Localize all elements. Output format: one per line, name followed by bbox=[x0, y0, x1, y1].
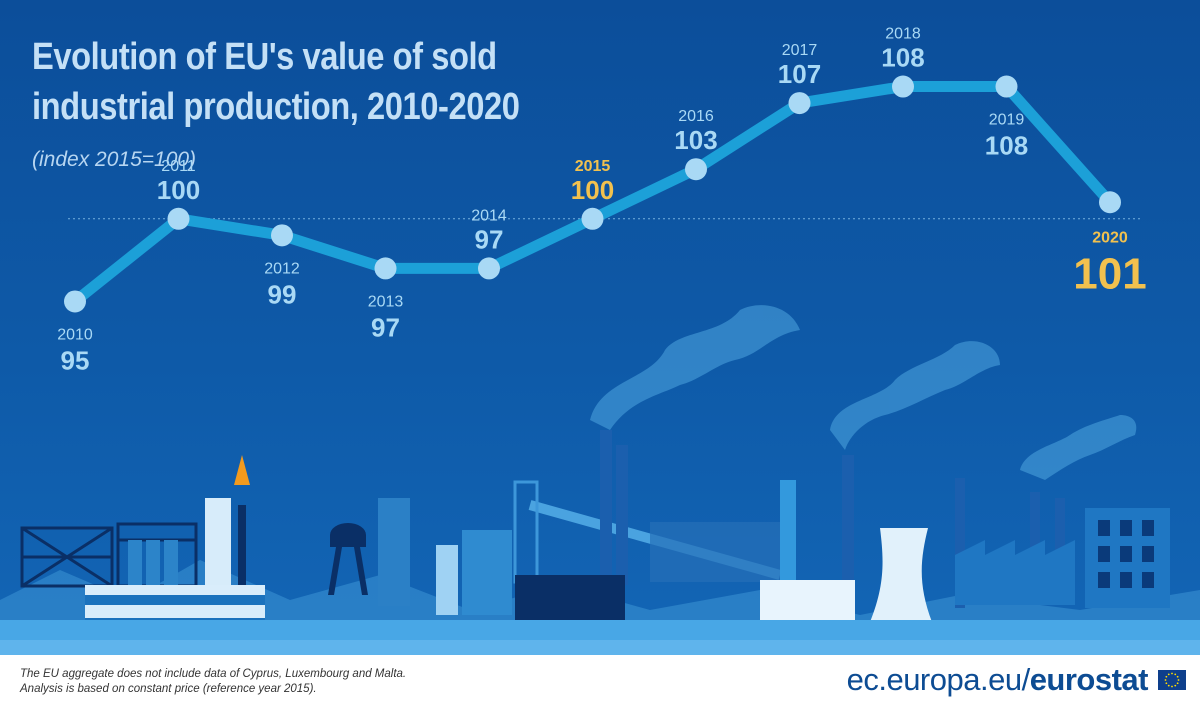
data-point-2011 bbox=[167, 207, 190, 230]
water-tower bbox=[328, 523, 368, 595]
data-point-2013 bbox=[374, 257, 397, 280]
eu-flag-star bbox=[1171, 685, 1173, 688]
value-label-2019: 108 bbox=[985, 131, 1028, 161]
year-label-2020: 2020 bbox=[1092, 229, 1128, 246]
value-label-2014: 97 bbox=[475, 224, 504, 254]
eu-flag-star bbox=[1167, 684, 1170, 687]
value-label-2016: 103 bbox=[674, 125, 717, 155]
chart-subtitle: (index 2015=100) bbox=[32, 148, 197, 171]
value-label-2013: 97 bbox=[371, 312, 400, 342]
chart-title: Evolution of EU's value of sold industri… bbox=[32, 36, 520, 128]
year-label-2017: 2017 bbox=[782, 42, 818, 59]
source-prefix: ec.europa.eu/ bbox=[846, 662, 1031, 697]
eu-flag-star bbox=[1165, 675, 1168, 678]
year-label-2016: 2016 bbox=[678, 108, 714, 125]
eu-flag-field bbox=[1158, 670, 1186, 690]
eu-flag-star bbox=[1177, 679, 1180, 681]
footnote-line-1: The EU aggregate does not include data o… bbox=[20, 668, 407, 680]
data-point-2017 bbox=[788, 92, 811, 115]
value-label-2010: 95 bbox=[61, 345, 90, 375]
industrial-skyline-illustration bbox=[0, 305, 1200, 655]
data-point-2018 bbox=[892, 75, 914, 98]
smoke-plumes bbox=[590, 305, 1137, 480]
year-label-2018: 2018 bbox=[885, 26, 921, 43]
eu-flag-star bbox=[1174, 684, 1177, 687]
data-point-2014 bbox=[478, 257, 500, 280]
value-label-2015: 100 bbox=[571, 175, 614, 205]
value-label-2011: 100 bbox=[157, 175, 200, 205]
year-label-2013: 2013 bbox=[368, 293, 404, 310]
data-point-2016 bbox=[685, 158, 707, 181]
data-point-2010 bbox=[64, 290, 86, 313]
value-label-2012: 99 bbox=[268, 279, 297, 309]
footer: The EU aggregate does not include data o… bbox=[0, 655, 1200, 709]
data-point-2012 bbox=[271, 224, 293, 247]
source-link[interactable]: ec.europa.eu/eurostat bbox=[846, 662, 1149, 698]
data-point-2015 bbox=[581, 207, 604, 230]
footnote: The EU aggregate does not include data o… bbox=[20, 667, 406, 697]
source-brand: eurostat bbox=[1029, 662, 1149, 697]
value-label-2020: 101 bbox=[1073, 249, 1146, 298]
year-label-2019: 2019 bbox=[989, 112, 1025, 129]
year-label-2014: 2014 bbox=[471, 207, 507, 224]
value-label-2018: 108 bbox=[881, 43, 924, 73]
year-label-2011: 2011 bbox=[161, 158, 196, 175]
cooling-tower bbox=[870, 528, 932, 622]
eu-flag-star bbox=[1167, 673, 1170, 676]
year-label-2012: 2012 bbox=[264, 260, 300, 277]
eu-flag-star bbox=[1174, 673, 1177, 676]
eu-flag-star bbox=[1171, 672, 1173, 675]
year-label-2015: 2015 bbox=[575, 158, 611, 175]
value-label-2017: 107 bbox=[778, 59, 821, 89]
eu-flag-icon bbox=[1158, 670, 1186, 690]
data-point-2019 bbox=[995, 75, 1018, 98]
eu-flag-star bbox=[1176, 682, 1179, 685]
eu-flag-star bbox=[1176, 675, 1179, 678]
silos bbox=[128, 540, 178, 588]
footnote-line-2: Analysis is based on constant price (ref… bbox=[20, 683, 317, 695]
eu-flag-star bbox=[1164, 679, 1167, 681]
year-label-2010: 2010 bbox=[57, 326, 93, 343]
data-point-2020 bbox=[1099, 191, 1121, 214]
eu-flag-star bbox=[1165, 682, 1168, 685]
